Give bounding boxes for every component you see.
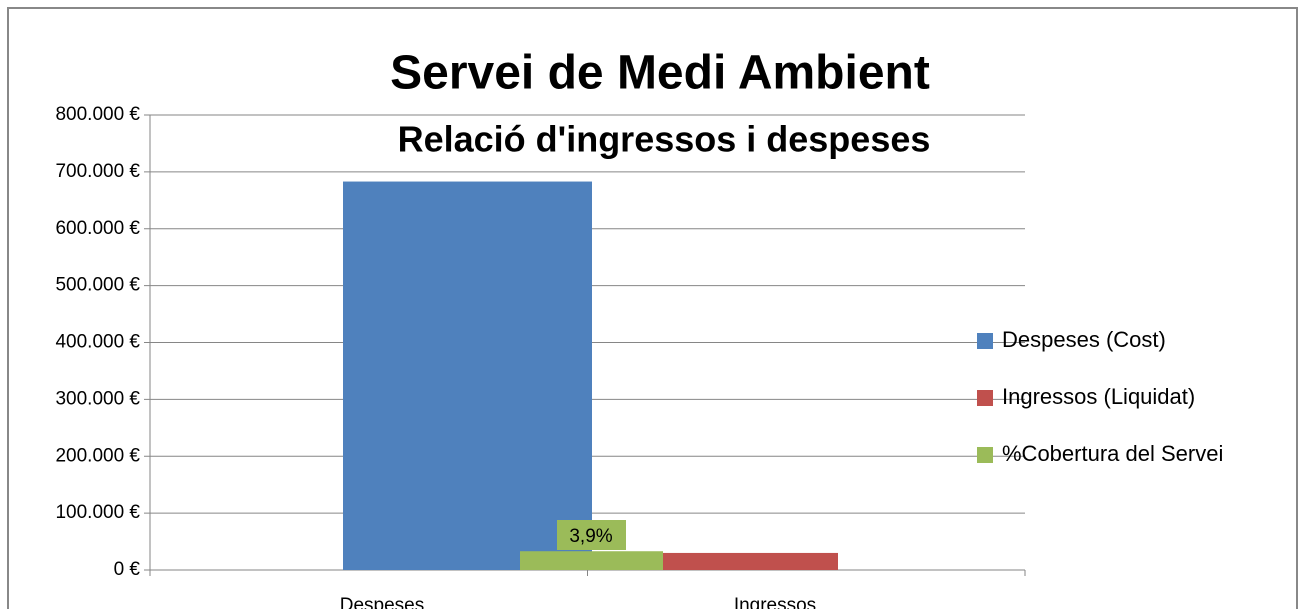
y-tick-label: 700.000 € [55,161,140,182]
y-tick-label: 800.000 € [55,104,140,125]
legend-label: Ingressos (Liquidat) [1002,384,1195,409]
y-tick-label: 400.000 € [55,332,140,353]
legend-label: %Cobertura del Servei [1002,441,1223,466]
chart-title: Servei de Medi Ambient [390,47,930,100]
bar [663,552,838,570]
x-tick-label: Despeses [340,595,425,609]
x-tick-label: Ingressos [734,595,816,609]
y-tick-label: 0 € [114,559,141,580]
y-tick-label: 200.000 € [55,445,140,466]
legend-label: Despeses (Cost) [1002,327,1166,352]
y-tick-label: 300.000 € [55,388,140,409]
legend-swatch [977,333,993,349]
legend-swatch [977,447,993,463]
chart-frame [7,7,1298,609]
chart-subtitle: Relació d'ingressos i despeses [398,119,931,160]
bar [343,181,592,570]
y-tick-label: 500.000 € [55,275,140,296]
y-tick-label: 600.000 € [55,218,140,239]
legend-swatch [977,390,993,406]
annotation-box [557,520,626,550]
bar [520,551,663,570]
y-tick-label: 100.000 € [55,502,140,523]
annotation: 3,9% [569,526,612,547]
